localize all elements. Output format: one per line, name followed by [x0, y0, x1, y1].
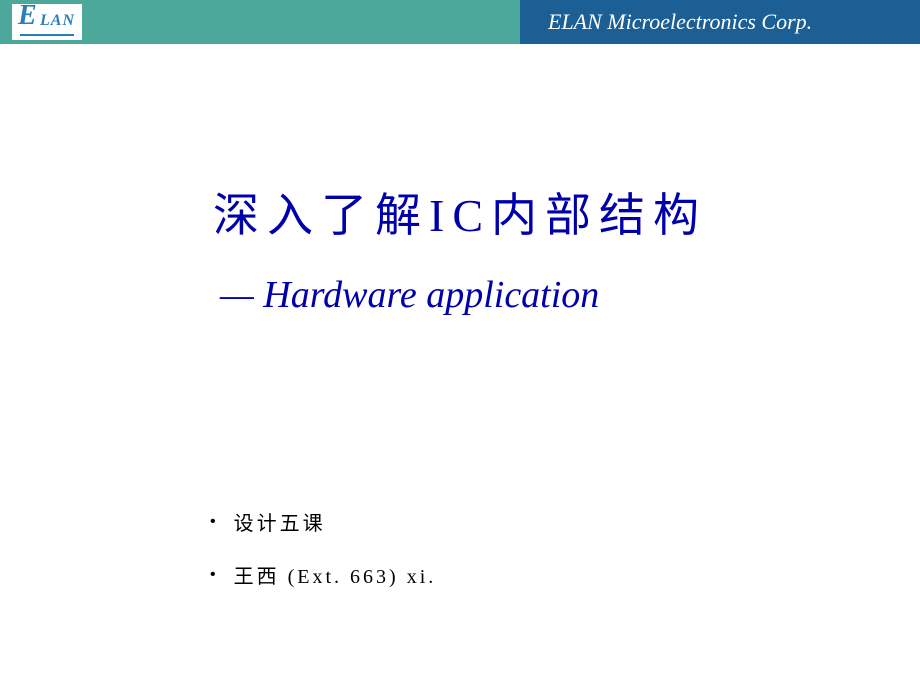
logo-letter-e: E: [18, 0, 37, 32]
bullet-item: • 王西 (Ext. 663) xi.: [210, 560, 920, 589]
subtitle: — Hardware application: [0, 273, 920, 317]
company-name: ELAN Microelectronics Corp.: [548, 9, 812, 35]
bullet-list: • 设计五课 • 王西 (Ext. 663) xi.: [0, 507, 920, 589]
bullet-text: 王西 (Ext. 663) xi.: [234, 560, 437, 589]
header-right-section: ELAN Microelectronics Corp.: [520, 0, 920, 44]
bullet-dot-icon: •: [210, 566, 216, 584]
bullet-text: 设计五课: [234, 507, 326, 536]
slide-header: E LAN ELAN Microelectronics Corp.: [0, 0, 920, 44]
logo-underline: [20, 34, 74, 36]
bullet-dot-icon: •: [210, 513, 216, 531]
elan-logo: E LAN: [12, 4, 82, 40]
bullet-item: • 设计五课: [210, 507, 920, 536]
slide-content: 深入了解IC内部结构 — Hardware application • 设计五课…: [0, 44, 920, 589]
main-title: 深入了解IC内部结构: [0, 179, 920, 245]
header-left-section: E LAN: [0, 0, 520, 44]
logo-letters-lan: LAN: [40, 12, 75, 30]
